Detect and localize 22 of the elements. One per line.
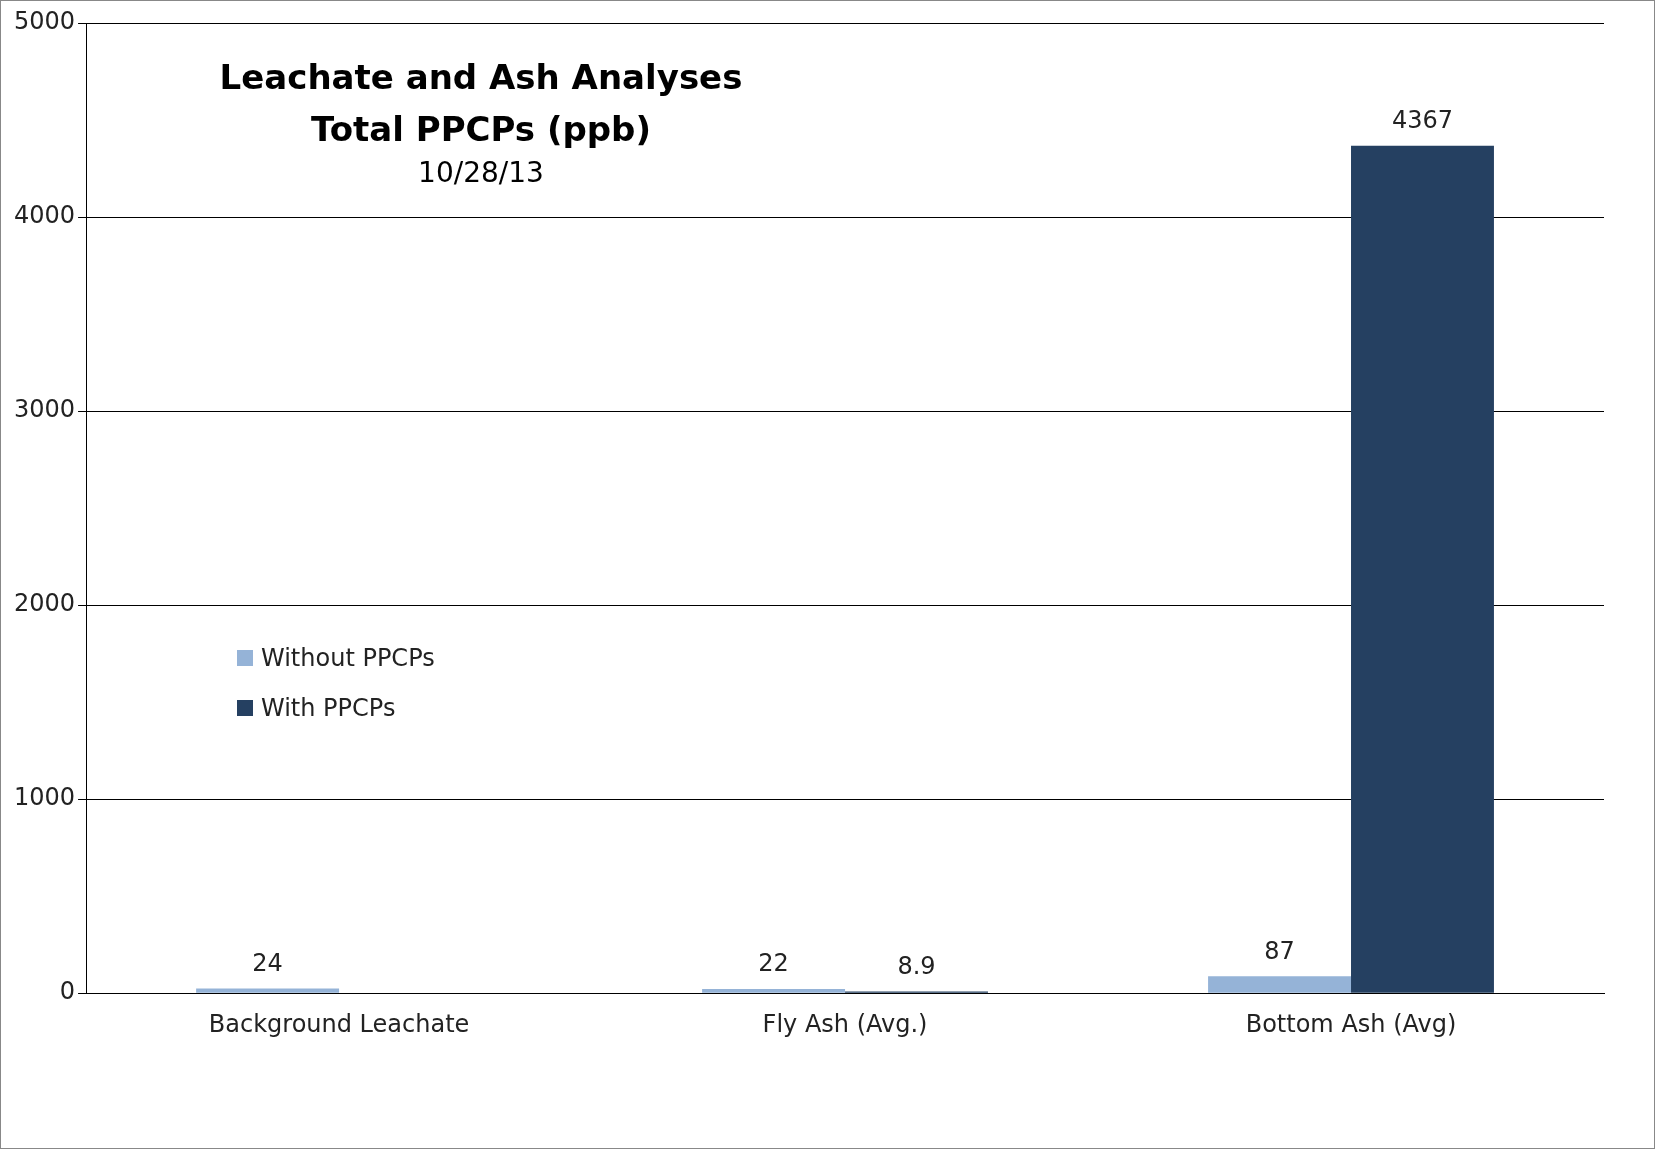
data-label: 22	[758, 949, 789, 978]
y-tick-label: 2000	[14, 589, 76, 618]
x-tick-label: Bottom Ash (Avg)	[1245, 1009, 1457, 1038]
data-label: 24	[252, 948, 283, 977]
data-label: 8.9	[897, 951, 936, 980]
legend-label: With PPCPs	[261, 694, 396, 722]
bar	[1208, 976, 1352, 993]
legend-label: Without PPCPs	[261, 644, 435, 672]
y-tick-label: 5000	[14, 7, 76, 36]
data-label: 4367	[1391, 106, 1454, 135]
y-tick-label: 0	[59, 977, 76, 1006]
text: 10/28/13	[417, 156, 545, 189]
text: Leachate and Ash Analyses Total PPCPs (ppb)	[218, 56, 744, 151]
y-tick-label: 1000	[14, 783, 76, 812]
data-label: 87	[1264, 936, 1295, 965]
y-tick-label: 4000	[14, 201, 76, 230]
y-tick-label: 3000	[14, 395, 76, 424]
bar	[1351, 145, 1494, 993]
x-tick-label: Fly Ash (Avg.)	[762, 1009, 928, 1038]
x-tick-label: Background Leachate	[208, 1009, 470, 1038]
bar	[702, 988, 846, 993]
bar	[196, 988, 340, 993]
